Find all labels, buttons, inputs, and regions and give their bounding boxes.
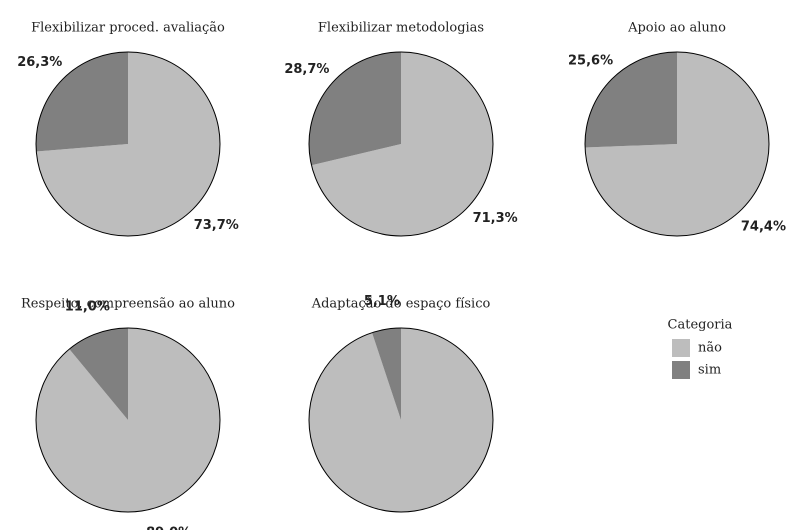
value-label: 26,3% (17, 55, 62, 70)
pie-slice (69, 328, 128, 420)
pie-slice (585, 52, 769, 237)
pie-title: Flexibilizar proced. avaliação (31, 21, 225, 36)
value-label: 73,7% (194, 218, 239, 233)
pie-title: Flexibilizar metodologias (318, 21, 484, 36)
pie-title: Respeito, compreensão ao aluno (21, 297, 235, 312)
pie-slice (585, 52, 677, 148)
legend-swatch (672, 339, 690, 357)
pie-slice (372, 328, 401, 420)
pie-title: Apoio ao aluno (627, 21, 726, 36)
pie-outline (308, 51, 494, 237)
legend-title: Categoria (668, 318, 733, 333)
pie-outline (308, 327, 494, 513)
pie-outline (584, 51, 770, 237)
legend-swatch (672, 361, 690, 379)
value-label: 89,0% (146, 525, 191, 530)
pie-outline (35, 51, 221, 237)
value-label: 25,6% (568, 53, 613, 68)
pie-outline (35, 327, 221, 513)
pie-slice (36, 52, 221, 236)
legend-label: não (698, 341, 722, 356)
pie-slice (308, 52, 402, 166)
legend-label: sim (698, 363, 721, 378)
pie-slice (309, 328, 494, 512)
value-label: 11,0% (65, 300, 110, 315)
pie-slice (36, 52, 129, 152)
value-label: 5,1% (364, 294, 400, 309)
pie-slice (311, 52, 493, 236)
value-label: 71,3% (473, 211, 518, 226)
pie-slice (36, 328, 221, 512)
value-label: 28,7% (284, 62, 329, 77)
value-label: 74,4% (741, 220, 786, 235)
pie-title: Adaptação do espaço físico (311, 297, 491, 312)
